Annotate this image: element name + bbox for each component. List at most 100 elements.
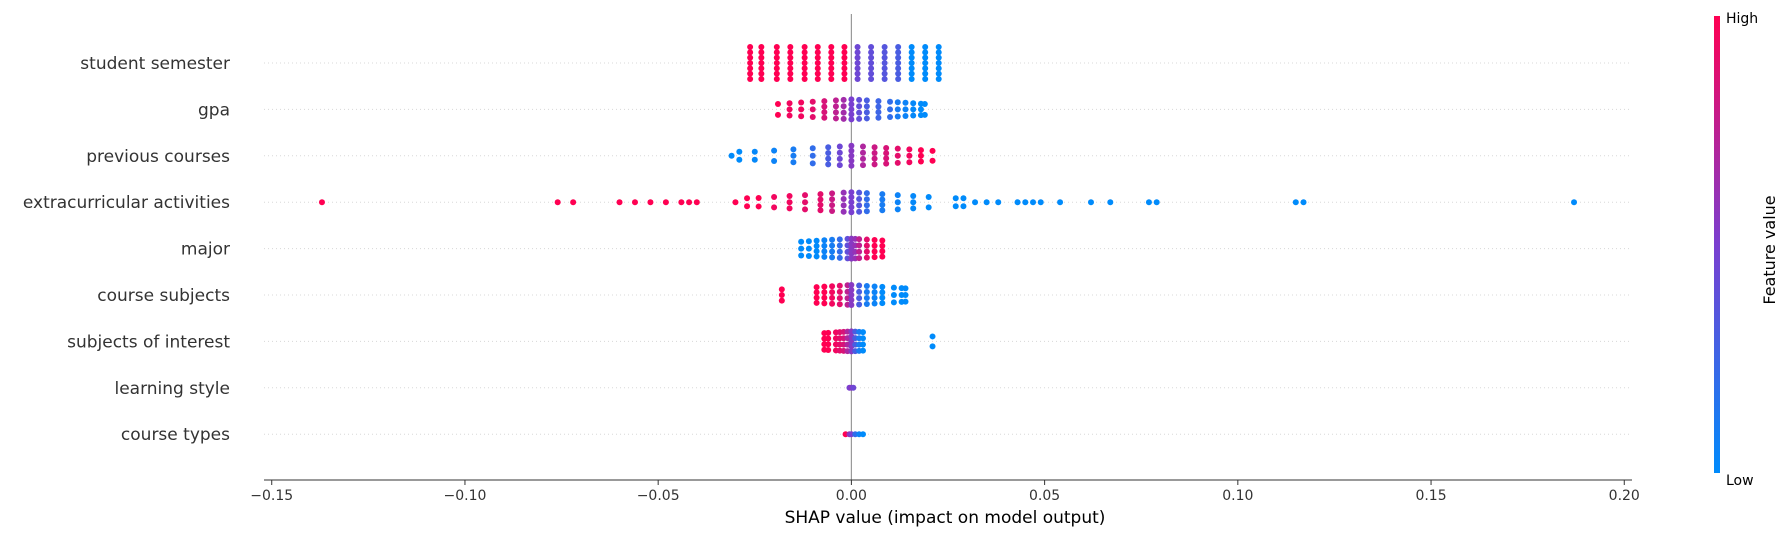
shap-point bbox=[832, 115, 839, 122]
shap-point bbox=[840, 189, 847, 196]
shap-point bbox=[871, 294, 878, 301]
shap-point bbox=[935, 70, 942, 77]
shap-point bbox=[875, 103, 882, 110]
shap-point bbox=[801, 76, 808, 82]
shap-point bbox=[848, 101, 855, 108]
shap-point bbox=[859, 155, 866, 162]
shap-point bbox=[747, 76, 754, 82]
shap-point bbox=[879, 248, 886, 255]
shap-point bbox=[825, 329, 832, 336]
shap-point bbox=[871, 300, 878, 307]
shap-point bbox=[856, 96, 863, 103]
shap-point bbox=[879, 237, 886, 244]
shap-point bbox=[786, 100, 793, 107]
shap-point bbox=[817, 191, 824, 198]
shap-point bbox=[758, 44, 765, 50]
shap-point bbox=[871, 254, 878, 261]
shap-point bbox=[686, 199, 693, 206]
shap-point bbox=[817, 207, 824, 214]
shap-point bbox=[751, 148, 758, 155]
shap-point bbox=[1571, 199, 1578, 206]
shap-point bbox=[1014, 199, 1021, 206]
shap-point bbox=[747, 65, 754, 72]
shap-point bbox=[825, 346, 832, 353]
shap-point bbox=[813, 299, 820, 306]
shap-point bbox=[817, 196, 824, 203]
shap-point bbox=[854, 76, 861, 82]
shap-point bbox=[798, 245, 805, 252]
shap-point bbox=[787, 65, 794, 72]
shap-point bbox=[881, 54, 888, 61]
shap-point bbox=[821, 294, 828, 301]
shap-point bbox=[854, 54, 861, 61]
shap-point bbox=[825, 341, 832, 348]
shap-point bbox=[863, 97, 870, 104]
shap-point bbox=[836, 236, 843, 243]
shap-point bbox=[895, 44, 902, 50]
shap-point bbox=[879, 294, 886, 301]
shap-point bbox=[840, 196, 847, 203]
shap-point bbox=[773, 60, 780, 66]
shap-point bbox=[859, 341, 866, 348]
shap-point bbox=[910, 205, 917, 212]
shap-point bbox=[906, 159, 913, 166]
shap-point bbox=[829, 236, 836, 243]
shap-point bbox=[859, 329, 866, 336]
shap-point bbox=[887, 98, 894, 105]
shap-point bbox=[863, 115, 870, 122]
shap-point bbox=[841, 70, 848, 77]
shap-point bbox=[836, 162, 843, 169]
shap-point bbox=[1037, 199, 1044, 206]
shap-point bbox=[758, 60, 765, 66]
colorbar-title: Feature value bbox=[1760, 195, 1779, 304]
shap-point bbox=[850, 384, 857, 391]
feature-label: subjects of interest bbox=[67, 332, 230, 352]
shap-point bbox=[881, 70, 888, 77]
shap-point bbox=[856, 189, 863, 196]
shap-point bbox=[848, 194, 855, 201]
shap-point bbox=[929, 157, 936, 164]
shap-point bbox=[848, 162, 855, 169]
shap-point bbox=[1022, 199, 1029, 206]
shap-point bbox=[829, 242, 836, 249]
shap-point bbox=[917, 158, 924, 165]
shap-point bbox=[854, 60, 861, 66]
shap-point bbox=[829, 196, 836, 203]
shap-point bbox=[802, 206, 809, 213]
shap-point bbox=[802, 199, 809, 206]
shap-point bbox=[921, 111, 928, 118]
shap-point bbox=[895, 65, 902, 72]
shap-point bbox=[616, 199, 623, 206]
shap-point bbox=[1030, 199, 1037, 206]
shap-point bbox=[840, 96, 847, 103]
shap-point bbox=[871, 149, 878, 156]
shap-point bbox=[848, 209, 855, 216]
shap-point bbox=[881, 60, 888, 66]
shap-point bbox=[863, 301, 870, 308]
shap-point bbox=[841, 49, 848, 56]
shap-point bbox=[894, 199, 901, 206]
shap-point bbox=[747, 70, 754, 77]
shap-point bbox=[906, 152, 913, 159]
shap-point bbox=[908, 49, 915, 56]
x-tick-label: 0.00 bbox=[836, 488, 867, 504]
shap-point bbox=[879, 300, 886, 307]
shap-point bbox=[935, 54, 942, 61]
shap-point bbox=[887, 106, 894, 113]
shap-point bbox=[871, 289, 878, 296]
x-axis: −0.15 −0.10 −0.05 0.00 0.05 0.10 0.15 0.20 bbox=[250, 479, 1640, 504]
shap-point bbox=[1057, 199, 1064, 206]
shap-point bbox=[894, 99, 901, 106]
shap-point bbox=[798, 238, 805, 245]
shap-point bbox=[883, 160, 890, 167]
x-tick-label: 0.15 bbox=[1415, 488, 1446, 504]
shap-point bbox=[778, 297, 785, 304]
shap-point bbox=[902, 298, 909, 305]
shap-point bbox=[983, 199, 990, 206]
shap-point bbox=[902, 106, 909, 113]
shap-point bbox=[894, 106, 901, 113]
shap-point bbox=[773, 44, 780, 50]
shap-point bbox=[871, 144, 878, 151]
shap-point bbox=[809, 98, 816, 105]
shap-point bbox=[802, 192, 809, 199]
